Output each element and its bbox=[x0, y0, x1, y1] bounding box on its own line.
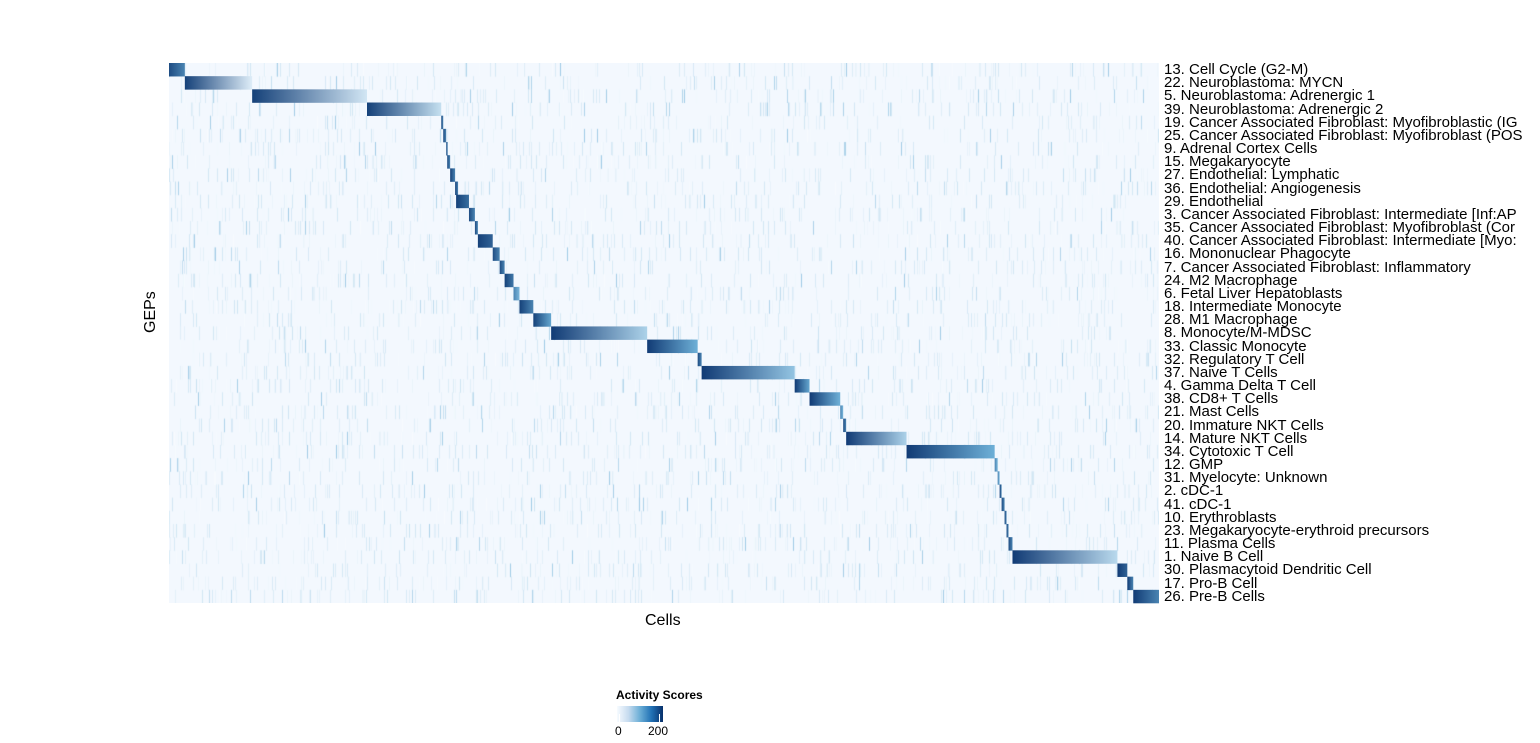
row-label: 33. Classic Monocyte bbox=[1164, 337, 1307, 355]
y-axis-label: GEPs bbox=[142, 291, 159, 333]
legend-tick-label: 200 bbox=[648, 724, 669, 738]
legend-tick bbox=[619, 714, 620, 722]
heatmap-block bbox=[184, 76, 253, 90]
row-label: 29. Endothelial bbox=[1164, 192, 1264, 210]
row-label: 32. Regulatory T Cell bbox=[1164, 350, 1305, 368]
heatmap-block bbox=[1117, 563, 1128, 577]
row-label: 3. Cancer Associated Fibroblast: Interme… bbox=[1164, 205, 1517, 223]
heatmap-block bbox=[1127, 576, 1134, 591]
heatmap-block bbox=[997, 471, 1000, 485]
row-label: 34. Cytotoxic T Cell bbox=[1164, 442, 1294, 460]
heatmap-block bbox=[513, 286, 520, 301]
row-label: 5. Neuroblastoma: Adrenergic 1 bbox=[1164, 87, 1375, 105]
row-label: 20. Immature NKT Cells bbox=[1164, 416, 1324, 434]
row-label: 23. Megakaryocyte-erythroid precursors bbox=[1164, 521, 1430, 539]
heatmap-block bbox=[441, 115, 444, 130]
row-label: 1. Naive B Cell bbox=[1164, 548, 1264, 566]
heatmap-block bbox=[846, 431, 907, 446]
row-label: 36. Endothelial: Angiogenesis bbox=[1164, 179, 1361, 197]
heatmap-block bbox=[504, 273, 514, 288]
heatmap-block bbox=[474, 221, 478, 235]
heatmap-block bbox=[499, 260, 505, 275]
heatmap-block bbox=[1001, 497, 1005, 512]
heatmap-block bbox=[999, 484, 1002, 498]
row-label: 6. Fetal Liver Hepatoblasts bbox=[1164, 284, 1343, 302]
heatmap-block bbox=[533, 313, 552, 327]
heatmap-block bbox=[492, 247, 500, 261]
row-label: 40. Cancer Associated Fibroblast: Interm… bbox=[1164, 232, 1517, 250]
row-label: 11. Plasma Cells bbox=[1164, 535, 1276, 553]
legend-tick bbox=[659, 714, 660, 722]
row-label: 10. Erythroblasts bbox=[1164, 508, 1277, 526]
row-label: 13. Cell Cycle (G2-M) bbox=[1164, 61, 1309, 78]
row-label: 12. GMP bbox=[1164, 456, 1224, 474]
row-label: 16. Mononuclear Phagocyte bbox=[1164, 245, 1351, 263]
heatmap-block bbox=[906, 444, 995, 459]
row-label: 8. Monocyte/M-MDSC bbox=[1164, 324, 1312, 342]
row-label: 28. M1 Macrophage bbox=[1164, 311, 1298, 329]
row-label: 14. Mature NKT Cells bbox=[1164, 429, 1308, 447]
row-label: 41. cDC-1 bbox=[1164, 495, 1232, 513]
row-label: 30. Plasmacytoid Dendritic Cell bbox=[1164, 561, 1372, 579]
row-label: 35. Cancer Associated Fibroblast: Myofib… bbox=[1164, 219, 1515, 237]
heatmap-block bbox=[1004, 510, 1007, 525]
heatmap-block bbox=[1012, 550, 1118, 564]
heatmap-block bbox=[519, 300, 534, 314]
heatmap-block bbox=[447, 155, 451, 169]
heatmap-block bbox=[697, 352, 702, 367]
row-label: 25. Cancer Associated Fibroblast: Myofib… bbox=[1164, 126, 1523, 144]
row-label: 4. Gamma Delta T Cell bbox=[1164, 377, 1316, 395]
legend-colorbar bbox=[617, 706, 663, 722]
heatmap-block bbox=[647, 339, 698, 354]
heatmap-block bbox=[446, 142, 448, 156]
heatmap-block bbox=[1006, 523, 1009, 538]
legend-title: Activity Scores bbox=[616, 688, 703, 702]
heatmap-block bbox=[477, 234, 493, 248]
row-label: 22. Neuroblastoma: MYCN bbox=[1164, 74, 1344, 92]
row-label: 24. M2 Macrophage bbox=[1164, 271, 1298, 289]
legend-tick-label: 0 bbox=[615, 724, 622, 738]
heatmap-block bbox=[455, 181, 459, 196]
heatmap-block bbox=[551, 326, 648, 340]
heatmap-block bbox=[809, 392, 841, 406]
row-label: 38. CD8+ T Cells bbox=[1164, 390, 1279, 408]
heatmap-block bbox=[1133, 589, 1159, 604]
row-label: 17. Pro-B Cell bbox=[1164, 574, 1258, 592]
heatmap-block bbox=[367, 102, 442, 116]
row-label: 19. Cancer Associated Fibroblast: Myofib… bbox=[1164, 113, 1518, 131]
heatmap-block bbox=[843, 418, 847, 433]
row-label: 7. Cancer Associated Fibroblast: Inflamm… bbox=[1164, 258, 1471, 276]
heatmap-block bbox=[468, 207, 475, 222]
x-axis-label: Cells bbox=[645, 612, 681, 629]
heatmap-block bbox=[1008, 537, 1013, 551]
heatmap-block bbox=[169, 63, 185, 77]
heatmap-block bbox=[443, 128, 447, 143]
heatmap-background bbox=[169, 63, 1159, 603]
row-label: 15. Megakaryocyte bbox=[1164, 153, 1291, 171]
heatmap-block bbox=[840, 405, 844, 419]
heatmap-block bbox=[794, 379, 810, 393]
row-label: 37. Naive T Cells bbox=[1164, 363, 1278, 381]
row-label: 2. cDC-1 bbox=[1164, 482, 1224, 500]
heatmap-block bbox=[450, 168, 456, 182]
row-label: 27. Endothelial: Lymphatic bbox=[1164, 166, 1340, 184]
row-label: 31. Myelocyte: Unknown bbox=[1164, 469, 1328, 487]
row-label: 26. Pre-B Cells bbox=[1164, 587, 1265, 605]
heatmap-block bbox=[252, 89, 367, 103]
heatmap-block bbox=[701, 365, 795, 380]
heatmap-block bbox=[994, 458, 998, 472]
row-label: 21. Mast Cells bbox=[1164, 403, 1260, 421]
row-label: 9. Adrenal Cortex Cells bbox=[1164, 140, 1318, 158]
row-label: 18. Intermediate Monocyte bbox=[1164, 298, 1342, 316]
heatmap-block bbox=[456, 194, 469, 209]
row-label: 39. Neuroblastoma: Adrenergic 2 bbox=[1164, 100, 1384, 118]
